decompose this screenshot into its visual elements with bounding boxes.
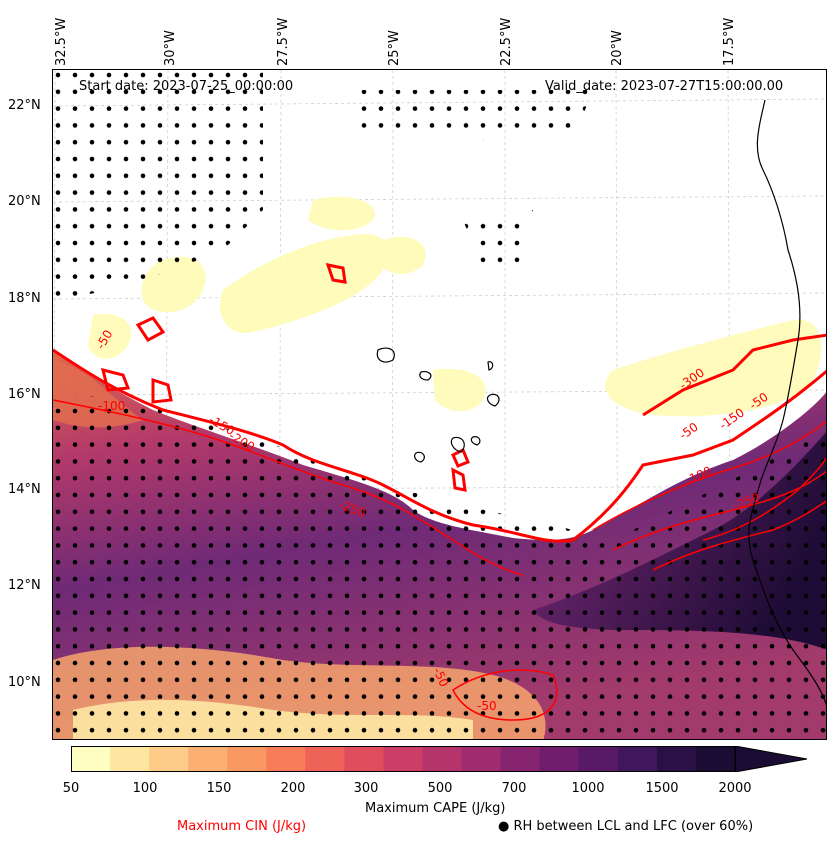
- colorbar-segment: [110, 746, 150, 772]
- colorbar-segment: [617, 746, 658, 772]
- colorbar-tick: 300: [353, 781, 379, 796]
- map-panel: -50 -100 -150 -200 -250 -300 -50 -150 -5…: [52, 69, 827, 740]
- rh-stipple: [53, 70, 826, 739]
- colorbar-tick: 2000: [718, 781, 752, 796]
- valid-date-label: Valid_date: 2023-07-27T15:00:00.00: [545, 79, 784, 94]
- colorbar-segment: [227, 746, 267, 772]
- cin-label: -50: [677, 420, 701, 443]
- lat-label: 20°N: [8, 194, 41, 209]
- colorbar-segment: [578, 746, 619, 772]
- colorbar-segment: [266, 746, 306, 772]
- lon-label: 32.5°W: [54, 17, 69, 66]
- start-date-label: Start date: 2023-07-25_00:00:00: [79, 79, 294, 94]
- colorbar-segment: [461, 746, 502, 772]
- colorbar-tick: 150: [206, 781, 232, 796]
- colorbar-tick: 1000: [571, 781, 605, 796]
- colorbar-tick: 100: [132, 781, 158, 796]
- rh-legend-label: ● RH between LCL and LFC (over 60%): [498, 819, 754, 834]
- colorbar-segment: [539, 746, 580, 772]
- cin-label: -100: [98, 399, 125, 413]
- colorbar-tick: 50: [62, 781, 80, 796]
- colorbar-title: Maximum CAPE (J/kg): [365, 801, 506, 816]
- colorbar-tick: 200: [280, 781, 306, 796]
- lat-label: 22°N: [8, 98, 41, 113]
- cin-legend-label: Maximum CIN (J/kg): [177, 819, 307, 834]
- colorbar-segment: [149, 746, 189, 772]
- colorbar-segment: [422, 746, 463, 772]
- lon-label: 30°W: [163, 30, 178, 66]
- colorbar-extend-arrow: [734, 746, 808, 772]
- colorbar-segment: [500, 746, 541, 772]
- lat-label: 10°N: [8, 675, 41, 690]
- lon-label: 25°W: [387, 30, 402, 66]
- colorbar-tick: 1500: [645, 781, 679, 796]
- lon-label: 22.5°W: [499, 17, 514, 66]
- cin-contours: [53, 263, 826, 721]
- lat-label: 18°N: [8, 291, 41, 306]
- colorbar-outline: [71, 746, 736, 772]
- colorbar-segment: [383, 746, 424, 772]
- colorbar-segments: [71, 746, 736, 772]
- colorbar-tick: 700: [501, 781, 527, 796]
- colorbar-segment: [71, 746, 111, 772]
- map-canvas: -50 -100 -150 -200 -250 -300 -50 -150 -5…: [53, 70, 826, 739]
- lon-label: 20°W: [610, 30, 625, 66]
- colorbar-tick: 500: [427, 781, 453, 796]
- cape-colorbar: [71, 746, 808, 772]
- lat-label: 12°N: [8, 578, 41, 593]
- colorbar-segment: [656, 746, 697, 772]
- coastline: [376, 99, 826, 706]
- colorbar-segment: [188, 746, 228, 772]
- lat-label: 14°N: [8, 482, 41, 497]
- lat-label: 16°N: [8, 387, 41, 402]
- colorbar-segment: [344, 746, 385, 772]
- lon-label: 17.5°W: [722, 17, 737, 66]
- lon-label: 27.5°W: [276, 17, 291, 66]
- cin-label: -50: [477, 699, 497, 713]
- colorbar-segment: [305, 746, 346, 772]
- colorbar-segment: [695, 746, 736, 772]
